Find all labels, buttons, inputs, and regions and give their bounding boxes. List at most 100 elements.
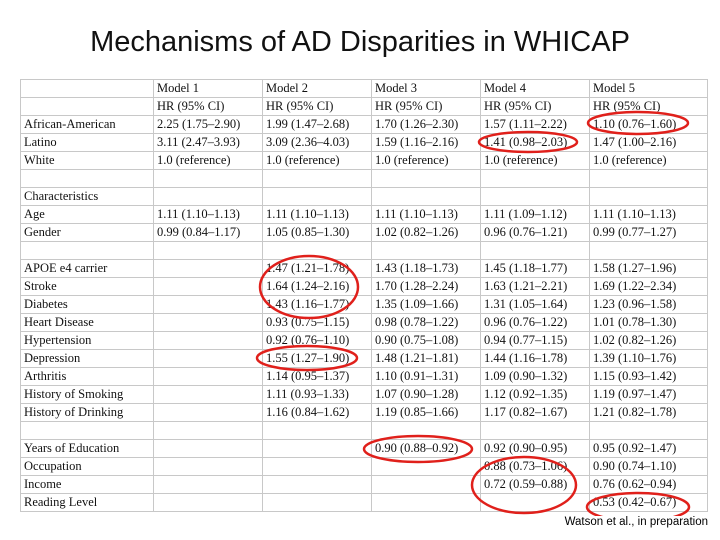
spacer-row [20,241,708,260]
cell: 0.93 (0.75–1.15) [262,313,372,332]
group-heading-row: Characteristics [20,187,708,206]
cell: 1.0 (reference) [371,151,481,170]
cell: 1.11 (1.10–1.13) [153,205,263,224]
cell: 1.14 (0.95–1.37) [262,367,372,386]
cell [153,475,263,494]
cell: 1.02 (0.82–1.26) [371,223,481,242]
data-row: Heart Disease 0.93 (0.75–1.15) 0.98 (0.78–… [20,313,708,332]
row-label: Income [20,475,154,494]
data-row: Age 1.11 (1.10–1.13) 1.11 (1.10–1.13) 1.11 … [20,205,708,224]
cell: 1.10 (0.91–1.31) [371,367,481,386]
cell: 1.19 (0.85–1.66) [371,403,481,422]
cell: 0.90 (0.75–1.08) [371,331,481,350]
row-label: Stroke [20,277,154,296]
cell: 1.10 (0.76–1.60) [589,115,708,134]
cell [480,169,590,188]
data-row: Income 0.72 (0.59–0.88) 0.76 (0.62–0.94) [20,475,708,494]
cell [153,493,263,512]
cell: 1.70 (1.28–2.24) [371,277,481,296]
data-row: Years of Education 0.90 (0.88–0.92) 0.92 (… [20,439,708,458]
cell [262,475,372,494]
row-label: Hypertension [20,331,154,350]
cell: 0.92 (0.90–0.95) [480,439,590,458]
row-label: History of Smoking [20,385,154,404]
cell [262,187,372,206]
cell: 1.47 (1.21–1.78) [262,259,372,278]
cell: 1.0 (reference) [480,151,590,170]
data-row: APOE e4 carrier 1.47 (1.21–1.78) 1.43 (1.1… [20,259,708,278]
row-label: Gender [20,223,154,242]
row-label: White [20,151,154,170]
spacer-row [20,169,708,188]
row-label: Years of Education [20,439,154,458]
cell: 0.90 (0.74–1.10) [589,457,708,476]
cell [153,169,263,188]
cell: 1.45 (1.18–1.77) [480,259,590,278]
row-label: Heart Disease [20,313,154,332]
cell: 0.95 (0.92–1.47) [589,439,708,458]
cell: 1.11 (1.09–1.12) [480,205,590,224]
group-heading: Characteristics [20,187,154,206]
row-label: Reading Level [20,493,154,512]
row-label: Arthritis [20,367,154,386]
row-label: African-American [20,115,154,134]
cell: 1.19 (0.97–1.47) [589,385,708,404]
cell [153,331,263,350]
data-row: History of Drinking 1.16 (0.84–1.62) 1.19 … [20,403,708,422]
cell: 1.39 (1.10–1.76) [589,349,708,368]
cell: 1.59 (1.16–2.16) [371,133,481,152]
cell: 1.64 (1.24–2.16) [262,277,372,296]
cell: HR (95% CI) [262,97,372,116]
cell: 1.48 (1.21–1.81) [371,349,481,368]
cell: 1.47 (1.00–2.16) [589,133,708,152]
data-row: History of Smoking 1.11 (0.93–1.33) 1.07 (… [20,385,708,404]
cell [371,187,481,206]
row-label [20,97,154,116]
cell [153,259,263,278]
header-row: HR (95% CI) HR (95% CI) HR (95% CI) HR (95%… [20,97,708,116]
cell [371,457,481,476]
footnote: Watson et al., in preparation [562,516,710,528]
cell [480,421,590,440]
cell [153,187,263,206]
cell: 1.69 (1.22–2.34) [589,277,708,296]
cell: 0.76 (0.62–0.94) [589,475,708,494]
cell: 1.63 (1.21–2.21) [480,277,590,296]
row-label: Age [20,205,154,224]
cell [153,313,263,332]
cell: 2.25 (1.75–2.90) [153,115,263,134]
cell: Model 3 [371,79,481,98]
cell [153,241,263,260]
cell [20,241,154,260]
cell: 0.90 (0.88–0.92) [371,439,481,458]
cell: 1.12 (0.92–1.35) [480,385,590,404]
cell [589,169,708,188]
cell [262,421,372,440]
cell [371,475,481,494]
cell: 1.99 (1.47–2.68) [262,115,372,134]
cell [371,241,481,260]
cell: 1.41 (0.98–2.03) [480,133,590,152]
cell: 1.01 (0.78–1.30) [589,313,708,332]
data-row: Stroke 1.64 (1.24–2.16) 1.70 (1.28–2.24) 1.… [20,277,708,296]
data-row: Occupation 0.88 (0.73–1.06) 0.90 (0.74–1.1… [20,457,708,476]
cell: 1.05 (0.85–1.30) [262,223,372,242]
data-row: Hypertension 0.92 (0.76–1.10) 0.90 (0.75–1… [20,331,708,350]
row-label: APOE e4 carrier [20,259,154,278]
cell: 0.92 (0.76–1.10) [262,331,372,350]
cell: 1.16 (0.84–1.62) [262,403,372,422]
cell: 1.21 (0.82–1.78) [589,403,708,422]
cell [153,439,263,458]
cell [480,493,590,512]
cell [262,493,372,512]
cell: 1.43 (1.16–1.77) [262,295,372,314]
cell [480,187,590,206]
cell: 1.70 (1.26–2.30) [371,115,481,134]
cell: 1.11 (0.93–1.33) [262,385,372,404]
cell: 1.07 (0.90–1.28) [371,385,481,404]
cell: 0.53 (0.42–0.67) [589,493,708,512]
cell: Model 5 [589,79,708,98]
slide-title: Mechanisms of AD Disparities in WHICAP [90,26,630,58]
row-label: Depression [20,349,154,368]
cell: 3.11 (2.47–3.93) [153,133,263,152]
